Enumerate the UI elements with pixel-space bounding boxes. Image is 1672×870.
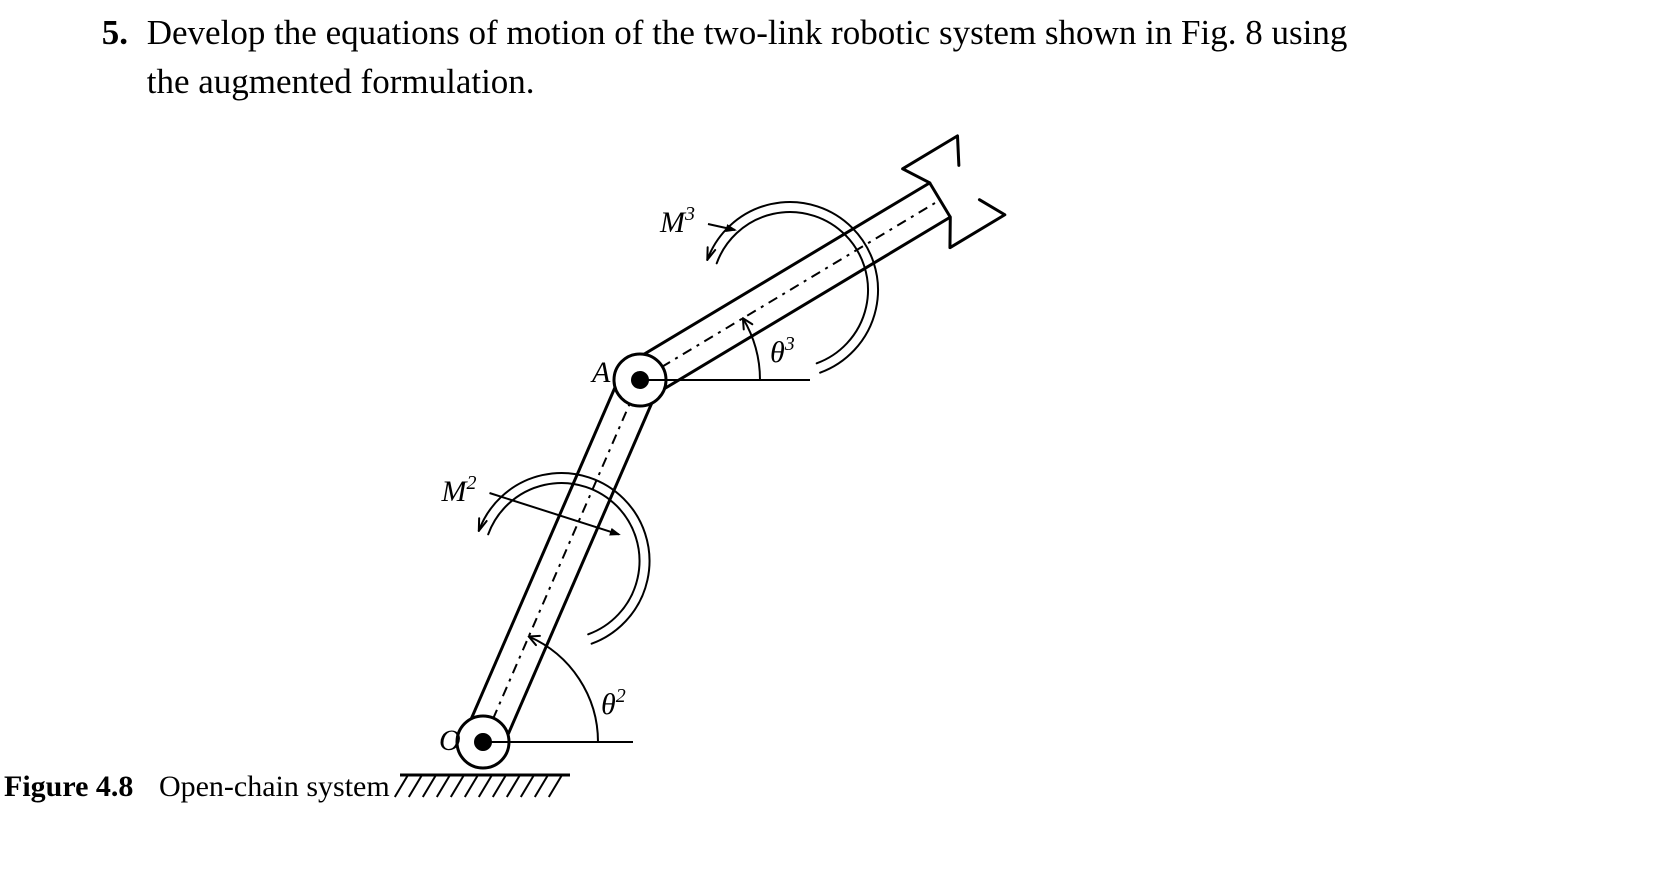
problem-number: 5. bbox=[78, 8, 128, 57]
page: 5. Develop the equations of motion of th… bbox=[0, 0, 1672, 870]
label-theta3: θ3 bbox=[770, 333, 795, 369]
figure-caption-text: Open-chain system bbox=[159, 770, 390, 803]
label-A: A bbox=[590, 356, 611, 389]
label-theta2: θ2 bbox=[601, 685, 626, 721]
problem-statement: 5. Develop the equations of motion of th… bbox=[78, 8, 1668, 106]
problem-body: Develop the equations of motion of the t… bbox=[147, 8, 1667, 106]
figure-caption-label: Figure 4.8 bbox=[4, 770, 133, 803]
figure-caption: Figure 4.8 Open-chain system bbox=[4, 770, 390, 804]
problem-line-2: the augmented formulation. bbox=[147, 62, 535, 101]
problem-line-1: Develop the equations of motion of the t… bbox=[147, 13, 1348, 52]
figure-svg: O Aθ2 θ3 M2 M3 bbox=[380, 130, 1020, 820]
figure: O Aθ2 θ3 M2 M3 bbox=[380, 130, 1020, 820]
label-M3: M3 bbox=[659, 203, 695, 239]
label-O: O bbox=[439, 724, 461, 757]
label-M2: M2 bbox=[441, 472, 477, 508]
